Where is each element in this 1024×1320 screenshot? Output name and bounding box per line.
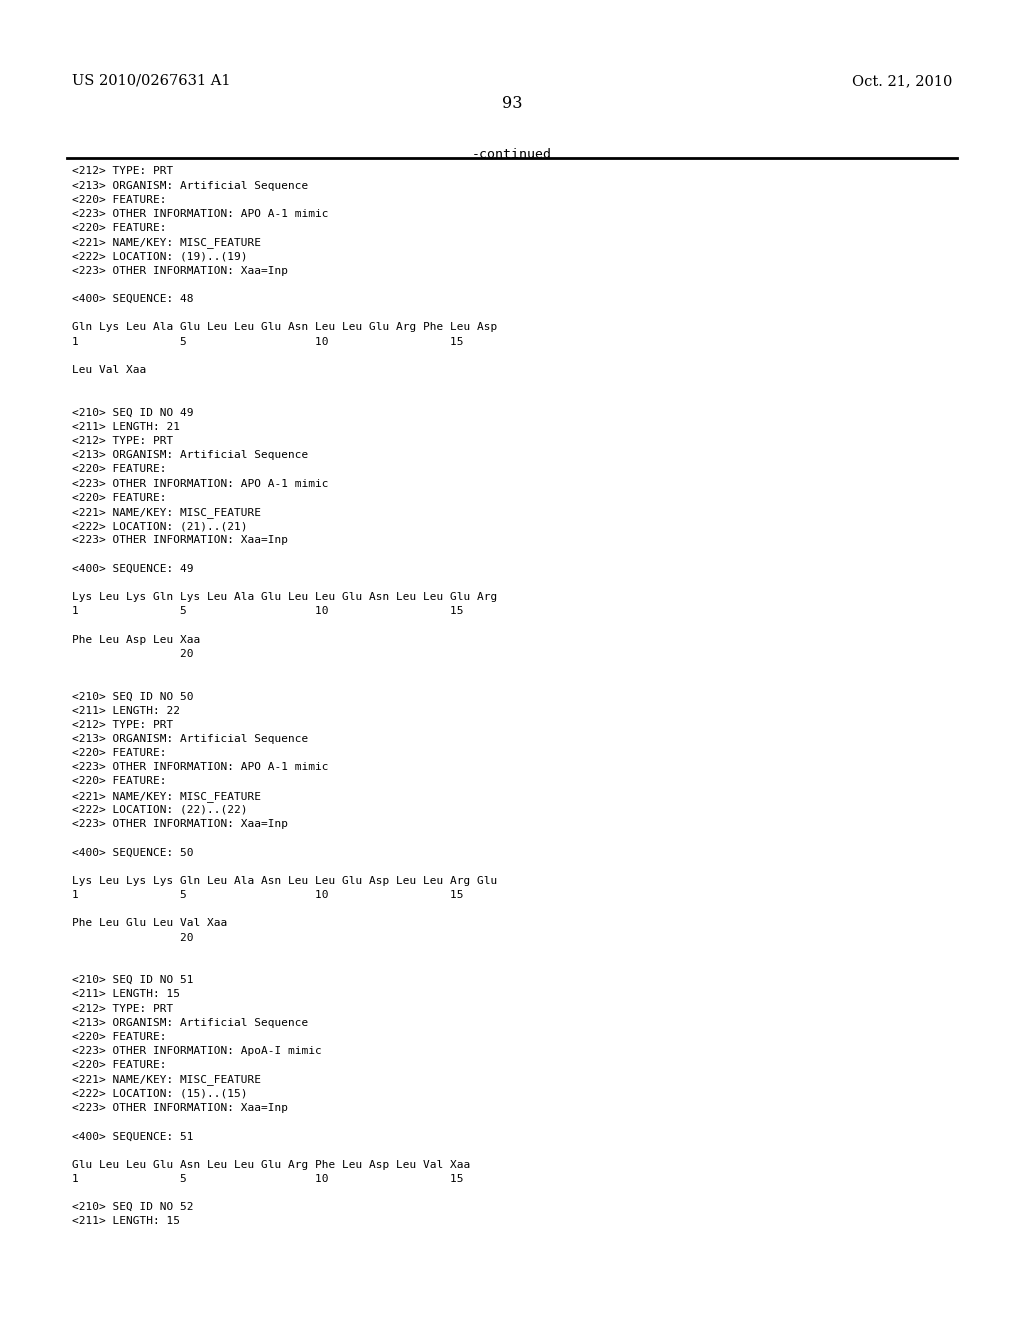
Text: <212> TYPE: PRT: <212> TYPE: PRT xyxy=(72,719,173,730)
Text: <210> SEQ ID NO 49: <210> SEQ ID NO 49 xyxy=(72,408,194,417)
Text: <213> ORGANISM: Artificial Sequence: <213> ORGANISM: Artificial Sequence xyxy=(72,450,308,461)
Text: US 2010/0267631 A1: US 2010/0267631 A1 xyxy=(72,74,230,88)
Text: <220> FEATURE:: <220> FEATURE: xyxy=(72,748,166,758)
Text: <222> LOCATION: (19)..(19): <222> LOCATION: (19)..(19) xyxy=(72,251,247,261)
Text: Phe Leu Glu Leu Val Xaa: Phe Leu Glu Leu Val Xaa xyxy=(72,919,227,928)
Text: <212> TYPE: PRT: <212> TYPE: PRT xyxy=(72,166,173,177)
Text: <223> OTHER INFORMATION: Xaa=Inp: <223> OTHER INFORMATION: Xaa=Inp xyxy=(72,265,288,276)
Text: <222> LOCATION: (15)..(15): <222> LOCATION: (15)..(15) xyxy=(72,1089,247,1098)
Text: <222> LOCATION: (22)..(22): <222> LOCATION: (22)..(22) xyxy=(72,805,247,814)
Text: <400> SEQUENCE: 48: <400> SEQUENCE: 48 xyxy=(72,294,194,304)
Text: <220> FEATURE:: <220> FEATURE: xyxy=(72,465,166,474)
Text: <221> NAME/KEY: MISC_FEATURE: <221> NAME/KEY: MISC_FEATURE xyxy=(72,507,261,517)
Text: Oct. 21, 2010: Oct. 21, 2010 xyxy=(852,74,952,88)
Text: <211> LENGTH: 22: <211> LENGTH: 22 xyxy=(72,705,179,715)
Text: <220> FEATURE:: <220> FEATURE: xyxy=(72,776,166,787)
Text: Leu Val Xaa: Leu Val Xaa xyxy=(72,364,146,375)
Text: <221> NAME/KEY: MISC_FEATURE: <221> NAME/KEY: MISC_FEATURE xyxy=(72,791,261,801)
Text: 1               5                   10                  15: 1 5 10 15 xyxy=(72,890,463,900)
Text: <223> OTHER INFORMATION: Xaa=Inp: <223> OTHER INFORMATION: Xaa=Inp xyxy=(72,536,288,545)
Text: <400> SEQUENCE: 50: <400> SEQUENCE: 50 xyxy=(72,847,194,858)
Text: <220> FEATURE:: <220> FEATURE: xyxy=(72,1032,166,1041)
Text: <223> OTHER INFORMATION: ApoA-I mimic: <223> OTHER INFORMATION: ApoA-I mimic xyxy=(72,1045,322,1056)
Text: 20: 20 xyxy=(72,932,194,942)
Text: 1               5                   10                  15: 1 5 10 15 xyxy=(72,337,463,347)
Text: <212> TYPE: PRT: <212> TYPE: PRT xyxy=(72,1003,173,1014)
Text: <213> ORGANISM: Artificial Sequence: <213> ORGANISM: Artificial Sequence xyxy=(72,181,308,190)
Text: Lys Leu Lys Lys Gln Leu Ala Asn Leu Leu Glu Asp Leu Leu Arg Glu: Lys Leu Lys Lys Gln Leu Ala Asn Leu Leu … xyxy=(72,876,497,886)
Text: <210> SEQ ID NO 52: <210> SEQ ID NO 52 xyxy=(72,1203,194,1212)
Text: <221> NAME/KEY: MISC_FEATURE: <221> NAME/KEY: MISC_FEATURE xyxy=(72,238,261,248)
Text: <220> FEATURE:: <220> FEATURE: xyxy=(72,223,166,234)
Text: <222> LOCATION: (21)..(21): <222> LOCATION: (21)..(21) xyxy=(72,521,247,531)
Text: 1               5                   10                  15: 1 5 10 15 xyxy=(72,606,463,616)
Text: <400> SEQUENCE: 49: <400> SEQUENCE: 49 xyxy=(72,564,194,574)
Text: Lys Leu Lys Gln Lys Leu Ala Glu Leu Leu Glu Asn Leu Leu Glu Arg: Lys Leu Lys Gln Lys Leu Ala Glu Leu Leu … xyxy=(72,591,497,602)
Text: <213> ORGANISM: Artificial Sequence: <213> ORGANISM: Artificial Sequence xyxy=(72,1018,308,1028)
Text: 1               5                   10                  15: 1 5 10 15 xyxy=(72,1173,463,1184)
Text: <223> OTHER INFORMATION: Xaa=Inp: <223> OTHER INFORMATION: Xaa=Inp xyxy=(72,1102,288,1113)
Text: 93: 93 xyxy=(502,95,522,112)
Text: <212> TYPE: PRT: <212> TYPE: PRT xyxy=(72,436,173,446)
Text: <223> OTHER INFORMATION: APO A-1 mimic: <223> OTHER INFORMATION: APO A-1 mimic xyxy=(72,762,328,772)
Text: <223> OTHER INFORMATION: APO A-1 mimic: <223> OTHER INFORMATION: APO A-1 mimic xyxy=(72,209,328,219)
Text: <211> LENGTH: 15: <211> LENGTH: 15 xyxy=(72,990,179,999)
Text: <400> SEQUENCE: 51: <400> SEQUENCE: 51 xyxy=(72,1131,194,1142)
Text: <220> FEATURE:: <220> FEATURE: xyxy=(72,492,166,503)
Text: Glu Leu Leu Glu Asn Leu Leu Glu Arg Phe Leu Asp Leu Val Xaa: Glu Leu Leu Glu Asn Leu Leu Glu Arg Phe … xyxy=(72,1159,470,1170)
Text: <223> OTHER INFORMATION: Xaa=Inp: <223> OTHER INFORMATION: Xaa=Inp xyxy=(72,818,288,829)
Text: <220> FEATURE:: <220> FEATURE: xyxy=(72,195,166,205)
Text: <210> SEQ ID NO 50: <210> SEQ ID NO 50 xyxy=(72,692,194,701)
Text: <210> SEQ ID NO 51: <210> SEQ ID NO 51 xyxy=(72,975,194,985)
Text: -continued: -continued xyxy=(472,148,552,161)
Text: <221> NAME/KEY: MISC_FEATURE: <221> NAME/KEY: MISC_FEATURE xyxy=(72,1074,261,1085)
Text: 20: 20 xyxy=(72,649,194,659)
Text: Phe Leu Asp Leu Xaa: Phe Leu Asp Leu Xaa xyxy=(72,635,200,644)
Text: <211> LENGTH: 21: <211> LENGTH: 21 xyxy=(72,422,179,432)
Text: <220> FEATURE:: <220> FEATURE: xyxy=(72,1060,166,1071)
Text: Gln Lys Leu Ala Glu Leu Leu Glu Asn Leu Leu Glu Arg Phe Leu Asp: Gln Lys Leu Ala Glu Leu Leu Glu Asn Leu … xyxy=(72,322,497,333)
Text: <223> OTHER INFORMATION: APO A-1 mimic: <223> OTHER INFORMATION: APO A-1 mimic xyxy=(72,479,328,488)
Text: <211> LENGTH: 15: <211> LENGTH: 15 xyxy=(72,1217,179,1226)
Text: <213> ORGANISM: Artificial Sequence: <213> ORGANISM: Artificial Sequence xyxy=(72,734,308,744)
